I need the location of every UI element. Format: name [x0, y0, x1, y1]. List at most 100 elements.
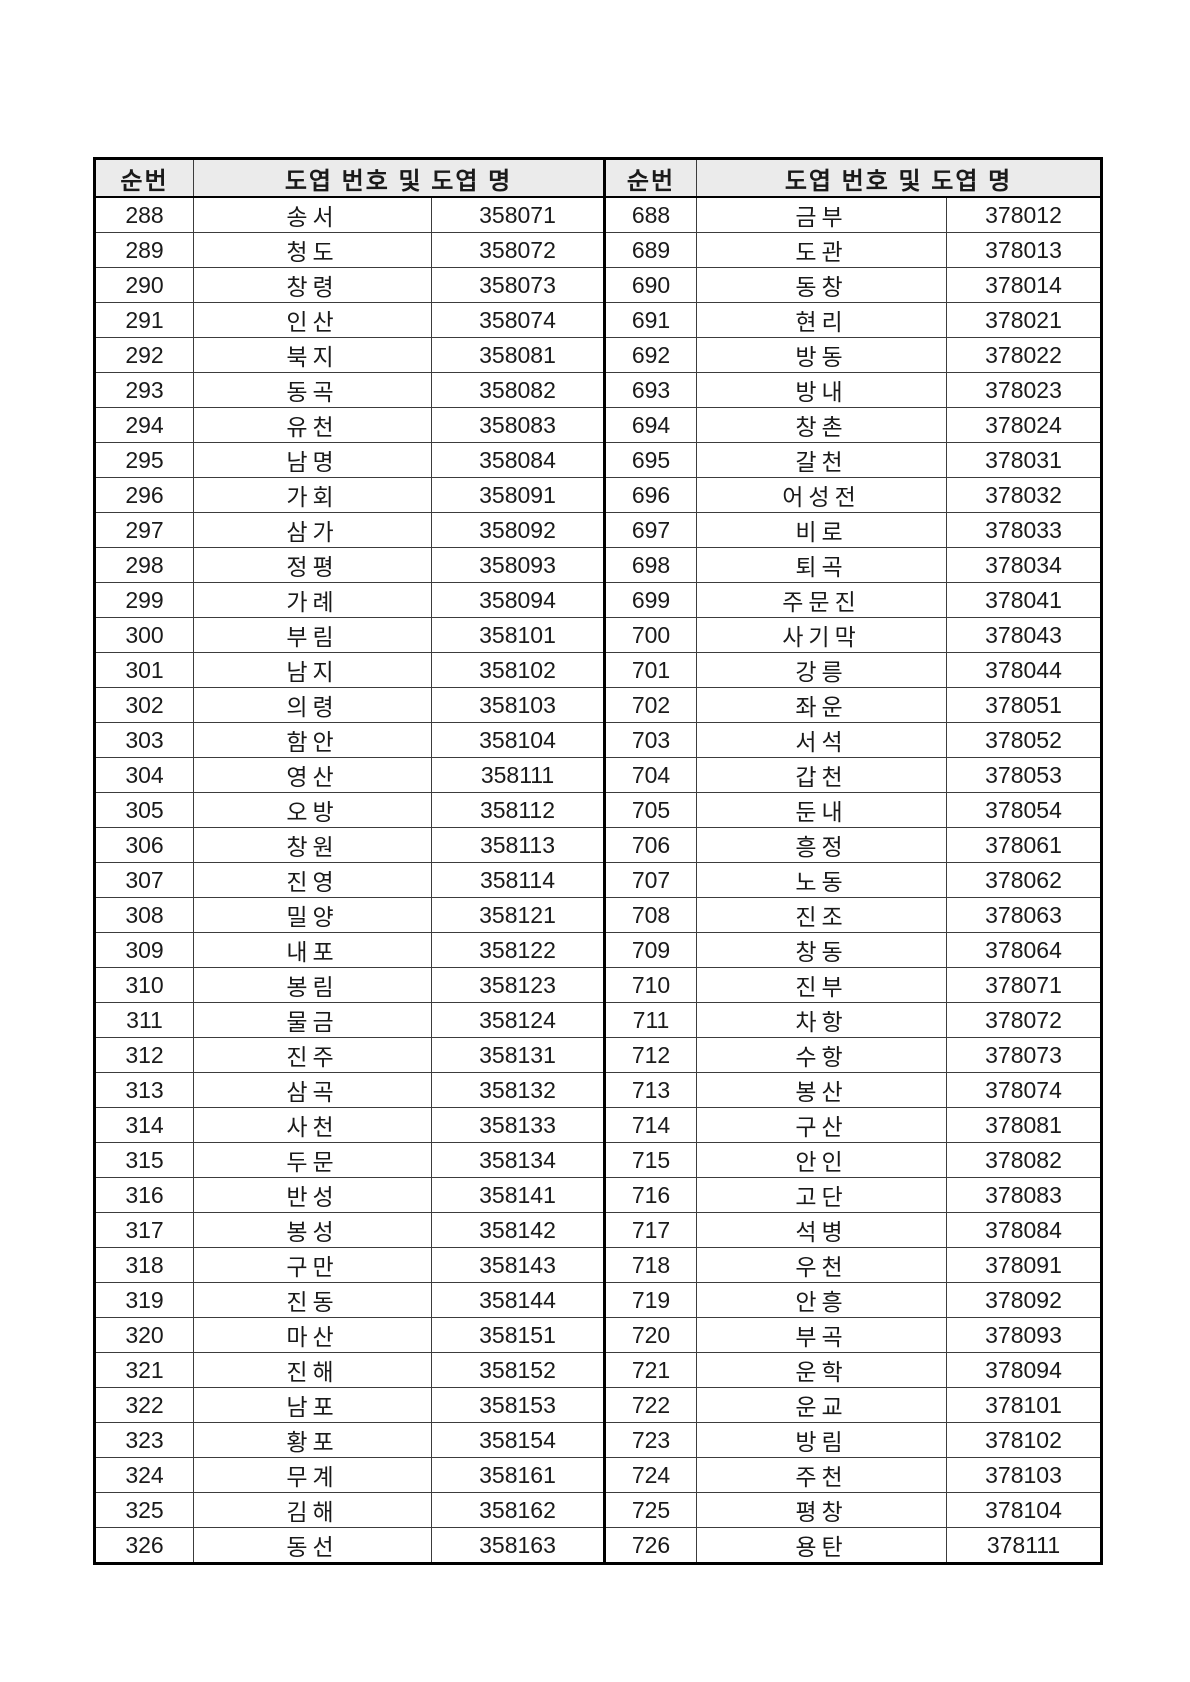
table-row: 308 밀양 358121 708 진조 378063 [94, 897, 1102, 933]
sheet-code-cell: 358071 [431, 196, 606, 233]
sheet-code-cell: 378102 [946, 1422, 1102, 1458]
table-row: 325 김해 358162 725 평창 378104 [94, 1492, 1102, 1528]
table-row: 313 삼곡 358132 713 봉산 378074 [94, 1072, 1102, 1108]
sheet-code-cell: 358074 [431, 302, 606, 338]
seq-cell: 704 [604, 757, 697, 793]
sheet-name-cell: 가례 [193, 582, 432, 618]
seq-cell: 324 [94, 1457, 194, 1493]
sheet-name-cell: 마산 [193, 1317, 432, 1353]
sheet-name-cell: 서석 [696, 722, 947, 758]
seq-cell: 292 [94, 337, 194, 373]
table-row: 301 남지 358102 701 강릉 378044 [94, 652, 1102, 688]
sheet-code-cell: 378091 [946, 1247, 1102, 1283]
seq-cell: 321 [94, 1352, 194, 1388]
table-row: 288 송서 358071 688 금부 378012 [94, 196, 1102, 233]
sheet-name-cell: 청도 [193, 232, 432, 268]
seq-cell: 726 [604, 1527, 697, 1564]
seq-cell: 307 [94, 862, 194, 898]
table-row: 310 봉림 358123 710 진부 378071 [94, 967, 1102, 1003]
sheet-name-cell: 인산 [193, 302, 432, 338]
sheet-code-cell: 358101 [431, 617, 606, 653]
sheet-name-cell: 흥정 [696, 827, 947, 863]
sheet-code-cell: 358123 [431, 967, 606, 1003]
sheet-code-cell: 378012 [946, 196, 1102, 233]
table-row: 294 유천 358083 694 창촌 378024 [94, 407, 1102, 443]
sheet-name-cell: 창원 [193, 827, 432, 863]
table-row: 324 무계 358161 724 주천 378103 [94, 1457, 1102, 1493]
sheet-name-cell: 우천 [696, 1247, 947, 1283]
sheet-code-cell: 358084 [431, 442, 606, 478]
seq-cell: 320 [94, 1317, 194, 1353]
sheet-name-cell: 봉산 [696, 1072, 947, 1108]
sheet-name-cell: 가회 [193, 477, 432, 513]
table-row: 315 두문 358134 715 안인 378082 [94, 1142, 1102, 1178]
seq-cell: 299 [94, 582, 194, 618]
table-header: 순번 도엽 번호 및 도엽 명 순번 도엽 번호 및 도엽 명 [94, 158, 1102, 198]
sheet-name-cell: 금부 [696, 196, 947, 233]
sheet-name-cell: 무계 [193, 1457, 432, 1493]
sheet-name-cell: 봉성 [193, 1212, 432, 1248]
sheet-name-cell: 함안 [193, 722, 432, 758]
sheet-code-cell: 358121 [431, 897, 606, 933]
sheet-name-cell: 진부 [696, 967, 947, 1003]
sheet-code-cell: 378073 [946, 1037, 1102, 1073]
seq-cell: 317 [94, 1212, 194, 1248]
sheet-name-cell: 운학 [696, 1352, 947, 1388]
seq-cell: 316 [94, 1177, 194, 1213]
sheet-name-cell: 반성 [193, 1177, 432, 1213]
sheet-name-cell: 부림 [193, 617, 432, 653]
table-row: 289 청도 358072 689 도관 378013 [94, 232, 1102, 268]
seq-cell: 315 [94, 1142, 194, 1178]
sheet-code-cell: 358132 [431, 1072, 606, 1108]
seq-cell: 314 [94, 1107, 194, 1143]
sheet-code-cell: 358141 [431, 1177, 606, 1213]
sheet-code-cell: 378053 [946, 757, 1102, 793]
seq-cell: 705 [604, 792, 697, 828]
seq-cell: 691 [604, 302, 697, 338]
sheet-name-cell: 남지 [193, 652, 432, 688]
map-sheet-table: 순번 도엽 번호 및 도엽 명 순번 도엽 번호 및 도엽 명 288 송서 358… [93, 157, 1103, 1565]
sheet-code-cell: 378043 [946, 617, 1102, 653]
header-seq-right: 순번 [604, 158, 697, 198]
seq-cell: 706 [604, 827, 697, 863]
header-seq-left: 순번 [94, 158, 194, 198]
seq-cell: 308 [94, 897, 194, 933]
sheet-name-cell: 주문진 [696, 582, 947, 618]
sheet-name-cell: 두문 [193, 1142, 432, 1178]
sheet-name-cell: 송서 [193, 196, 432, 233]
sheet-code-cell: 358133 [431, 1107, 606, 1143]
sheet-name-cell: 둔내 [696, 792, 947, 828]
seq-cell: 716 [604, 1177, 697, 1213]
sheet-code-cell: 378062 [946, 862, 1102, 898]
table-row: 318 구만 358143 718 우천 378091 [94, 1247, 1102, 1283]
table-row: 306 창원 358113 706 흥정 378061 [94, 827, 1102, 863]
seq-cell: 710 [604, 967, 697, 1003]
sheet-name-cell: 비로 [696, 512, 947, 548]
sheet-code-cell: 358103 [431, 687, 606, 723]
seq-cell: 722 [604, 1387, 697, 1423]
table-row: 322 남포 358153 722 운교 378101 [94, 1387, 1102, 1423]
sheet-code-cell: 378103 [946, 1457, 1102, 1493]
seq-cell: 701 [604, 652, 697, 688]
sheet-name-cell: 부곡 [696, 1317, 947, 1353]
table-row: 302 의령 358103 702 좌운 378051 [94, 687, 1102, 723]
sheet-name-cell: 갑천 [696, 757, 947, 793]
table-row: 290 창령 358073 690 동창 378014 [94, 267, 1102, 303]
sheet-name-cell: 진영 [193, 862, 432, 898]
table-row: 299 가례 358094 699 주문진 378041 [94, 582, 1102, 618]
sheet-name-cell: 좌운 [696, 687, 947, 723]
seq-cell: 312 [94, 1037, 194, 1073]
sheet-name-cell: 진주 [193, 1037, 432, 1073]
seq-cell: 718 [604, 1247, 697, 1283]
sheet-name-cell: 사기막 [696, 617, 947, 653]
seq-cell: 304 [94, 757, 194, 793]
table-row: 321 진해 358152 721 운학 378094 [94, 1352, 1102, 1388]
sheet-name-cell: 방동 [696, 337, 947, 373]
sheet-code-cell: 358154 [431, 1422, 606, 1458]
table-row: 326 동선 358163 726 용탄 378111 [94, 1527, 1102, 1564]
seq-cell: 297 [94, 512, 194, 548]
seq-cell: 693 [604, 372, 697, 408]
sheet-code-cell: 358114 [431, 862, 606, 898]
sheet-code-cell: 358093 [431, 547, 606, 583]
